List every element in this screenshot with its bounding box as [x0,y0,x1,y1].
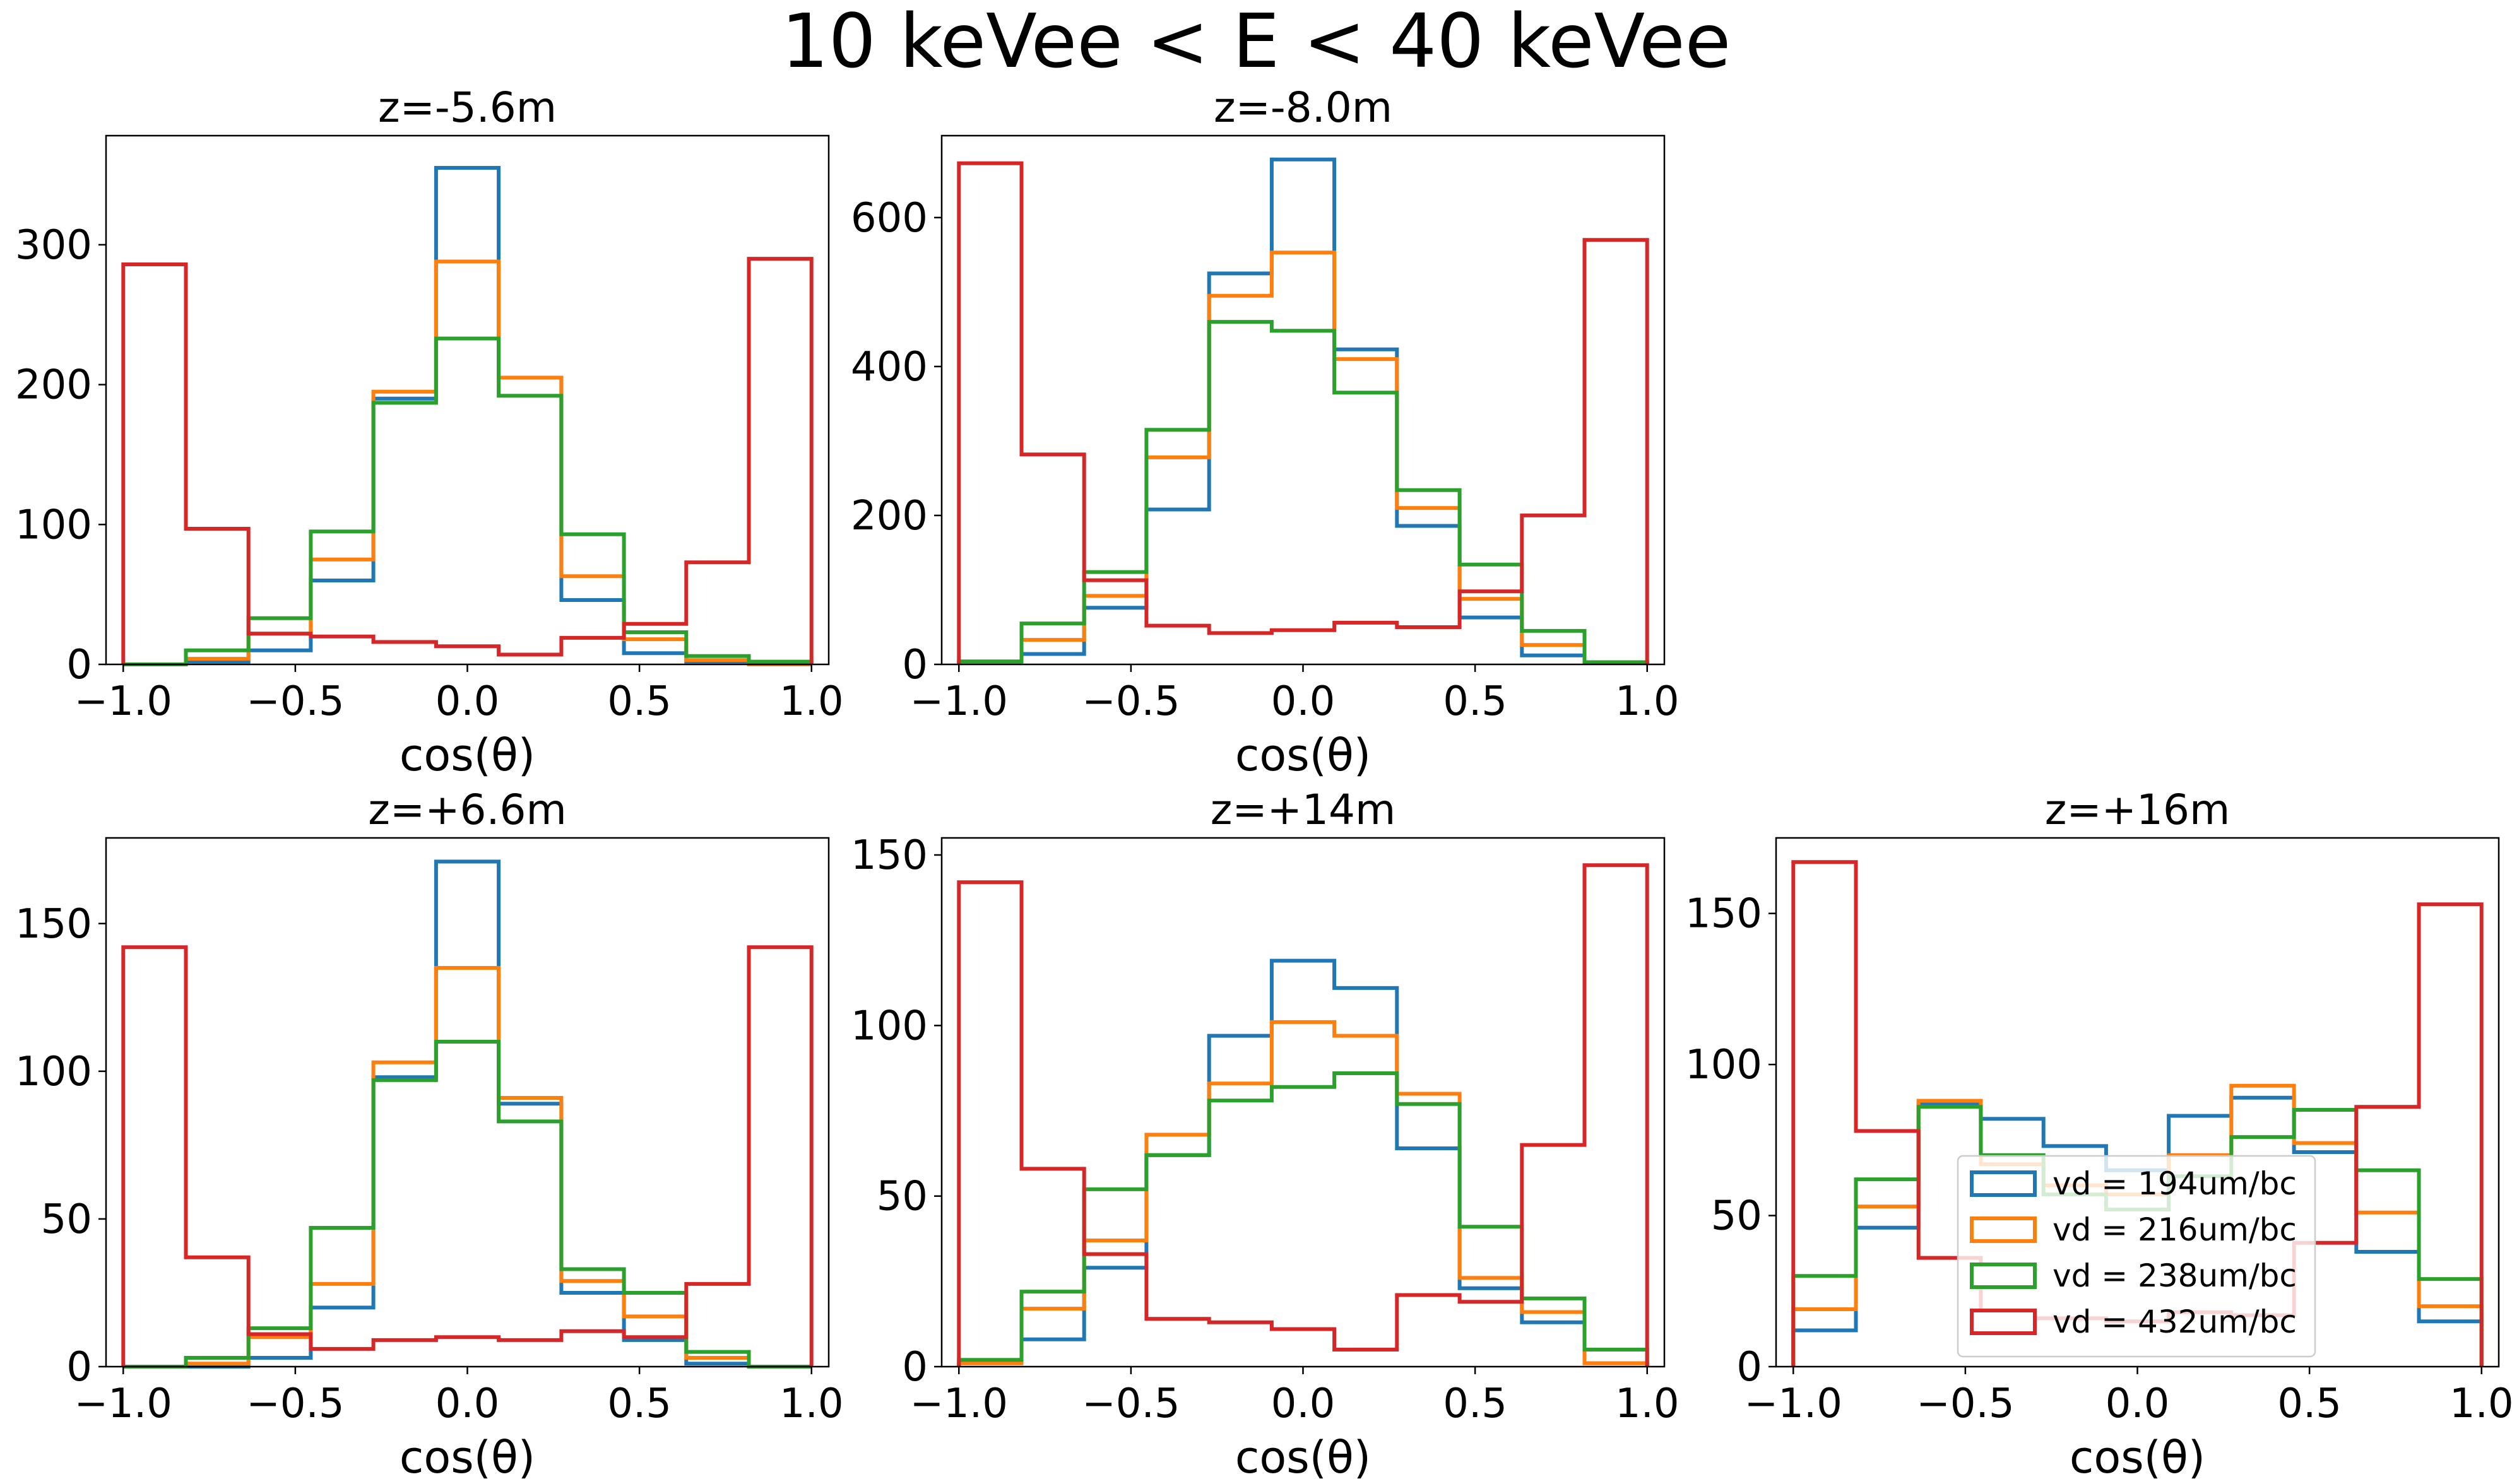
x-tick-label: −1.0 [74,678,172,725]
histogram-series-line [957,1071,1649,1367]
legend-swatch [1970,1309,2037,1335]
y-tick-label: 50 [877,1174,928,1220]
x-tick-label: −0.5 [1082,1381,1180,1427]
x-tick-label: 1.0 [2450,1381,2512,1427]
histogram-series-line [121,945,814,1367]
y-tick-label: 100 [851,1003,928,1049]
legend-label: vd = 238um/bc [2053,1257,2297,1294]
x-tick-label: −0.5 [246,1381,344,1427]
chart-panel: z=-8.0m −1.0 −0.5 0.0 0.5 1.0 0 200 400 600 cos(θ) [851,83,1680,781]
x-tick-label: 0.0 [435,1381,500,1427]
y-tick-label: 0 [66,1344,92,1391]
y-tick-label: 100 [1685,1042,1762,1088]
y-tick-label: 400 [851,344,928,391]
histogram-series-line [957,958,1649,1367]
histogram-series-line [123,166,812,666]
axes-frame [105,134,830,666]
axes-frame [940,837,1666,1368]
histogram-series-line [957,157,1649,665]
chart-panel: z=+14m −1.0 −0.5 0.0 0.5 1.0 0 50 100 150 cos(θ) [851,786,1680,1483]
x-tick-label: −1.0 [910,678,1008,725]
y-tick-label: 0 [1736,1344,1762,1391]
y-tick-label: 600 [851,195,928,242]
legend-label: vd = 216um/bc [2053,1211,2297,1248]
y-tick-label: 200 [851,493,928,539]
x-tick-label: −1.0 [910,1381,1008,1427]
legend-swatch [1970,1263,2037,1289]
histogram-series-line [957,1020,1649,1367]
y-tick-label: 0 [902,1344,928,1391]
legend-label: vd = 432um/bc [2053,1304,2297,1340]
histogram-series-line [123,259,812,666]
x-tick-label: 0.5 [2277,1381,2342,1427]
panel-title: z=+16m [2045,786,2231,834]
legend-swatch [1970,1216,2037,1243]
x-tick-label: 0.5 [607,1381,672,1427]
legend-box [1957,1155,2316,1358]
x-tick-label: −0.5 [1082,678,1180,725]
histogram-series-line [957,250,1649,665]
histogram-series-line [121,257,814,664]
y-tick-label: 300 [15,222,92,269]
histogram-series-line [957,320,1649,664]
chart-panel: z=+6.6m −1.0 −0.5 0.0 0.5 1.0 0 50 100 150 cos(θ) [15,786,844,1483]
y-tick-label: 100 [15,502,92,548]
histogram-series-line [957,161,1649,664]
x-axis-label: cos(θ) [2070,1432,2205,1483]
y-tick-label: 200 [15,362,92,409]
axes-frame [105,837,830,1368]
panel-title: z=-5.6m [378,83,557,132]
x-tick-label: 0.0 [2106,1381,2170,1427]
y-tick-label: 150 [1685,891,1762,938]
chart-panel: z=+16m −1.0 −0.5 0.0 0.5 1.0 0 50 100 150 cos(θ) [1685,786,2512,1483]
histogram-series-line [123,859,812,1369]
legend: vd = 194um/bc vd = 216um/bc vd = 238um/bc v… [1957,1155,2316,1358]
y-tick-label: 50 [41,1196,92,1243]
y-tick-label: 150 [15,901,92,948]
panel-title: z=+14m [1211,786,1396,834]
histogram-series-line [123,336,814,666]
x-tick-label: 0.0 [1271,678,1336,725]
legend-label: vd = 194um/bc [2053,1165,2297,1202]
y-tick-label: 100 [15,1049,92,1095]
x-tick-label: −1.0 [74,1381,172,1427]
y-tick-label: 150 [851,832,928,879]
histogram-series-line [957,863,1649,1367]
histogram-series-line [123,966,812,1369]
axes-frame [940,134,1666,666]
histogram-series-line [123,1040,812,1369]
y-tick-label: 0 [66,642,92,688]
x-tick-label: 0.0 [1271,1381,1336,1427]
x-tick-label: −0.5 [246,678,344,725]
x-tick-label: 1.0 [779,678,844,725]
panel-title: z=+6.6m [368,786,567,834]
x-tick-label: 0.0 [435,678,500,725]
x-axis-label: cos(θ) [1235,729,1371,781]
y-tick-label: 0 [902,642,928,688]
x-tick-label: −1.0 [1745,1381,1842,1427]
x-tick-label: 0.5 [1443,1381,1507,1427]
x-axis-label: cos(θ) [400,729,535,781]
x-tick-label: 0.5 [607,678,672,725]
legend-swatch [1970,1170,2037,1197]
x-tick-label: 1.0 [1615,678,1680,725]
x-axis-label: cos(θ) [1235,1432,1371,1483]
x-tick-label: −0.5 [1916,1381,2014,1427]
x-axis-label: cos(θ) [400,1432,535,1483]
figure-title: 10 keVee < E < 40 keVee [781,0,1731,85]
y-tick-label: 50 [1711,1193,1762,1240]
chart-panel: z=-5.6m −1.0 −0.5 0.0 0.5 1.0 0 100 200 300 cos(θ) [15,83,844,781]
x-tick-label: 0.5 [1443,678,1507,725]
panel-title: z=-8.0m [1214,83,1392,132]
x-tick-label: 1.0 [1615,1381,1680,1427]
x-tick-label: 1.0 [779,1381,844,1427]
